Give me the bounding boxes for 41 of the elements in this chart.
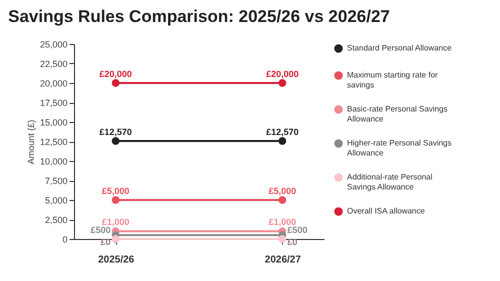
data-label: £20,000 (99, 69, 132, 79)
data-label: £0 (100, 237, 111, 247)
y-tick-label: 15,000 (40, 118, 68, 128)
data-label: £0 (287, 237, 298, 247)
point (112, 137, 120, 145)
data-label: £500 (287, 225, 308, 236)
y-tick-label: 22,500 (40, 59, 68, 69)
x-tick-label: 2026/27 (264, 254, 302, 266)
legend-label: Basic-rate Personal Savings Allowance (347, 104, 448, 124)
point (278, 79, 286, 87)
data-label: £500 (90, 225, 111, 236)
point (112, 235, 120, 243)
legend-label: Overall ISA allowance (347, 206, 426, 216)
legend-label: Standard Personal Allowance (347, 44, 452, 52)
data-label: £5,000 (268, 186, 296, 196)
data-label: £5,000 (102, 186, 130, 196)
y-tick-label: 5,000 (44, 196, 68, 206)
data-label: £12,570 (99, 126, 132, 137)
point (112, 196, 120, 204)
x-tick-label: 2025/26 (98, 254, 135, 266)
legend-label: Additional-rate Personal Savings Allowance (347, 172, 433, 192)
point (278, 196, 286, 204)
y-tick-label: 12,500 (40, 137, 68, 147)
y-tick-label: 17,500 (40, 98, 68, 108)
y-tick-label: 0 (62, 234, 68, 244)
y-tick-label: 2,500 (44, 215, 68, 225)
y-tick-label: 7,500 (44, 176, 68, 186)
y-tick-label: 10,000 (40, 156, 68, 166)
data-label: £20,000 (266, 69, 299, 79)
point (278, 137, 286, 145)
y-axis-title: Amount (£) (26, 120, 36, 164)
y-tick-label: 20,000 (40, 78, 68, 88)
y-tick-label: 25,000 (40, 40, 68, 50)
point (112, 79, 120, 87)
point (278, 235, 286, 243)
data-label: £1,000 (268, 217, 296, 228)
data-label: £1,000 (102, 217, 130, 228)
data-label: £12,570 (266, 126, 299, 137)
chart-title: Savings Rules Comparison: 2025/26 vs 2026/27 (8, 7, 390, 26)
legend-label: Higher-rate Personal Savings Allowance (347, 138, 452, 158)
legend-label: Maximum starting rate for savings (347, 70, 438, 90)
